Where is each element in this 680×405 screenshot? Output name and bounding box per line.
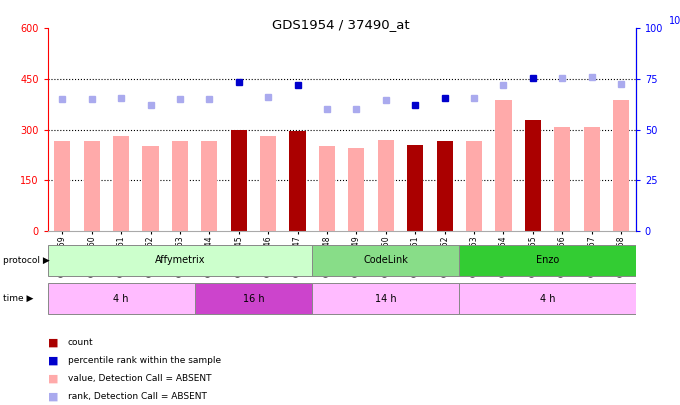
Bar [194, 283, 312, 314]
Bar [113, 136, 129, 231]
Text: 4 h: 4 h [540, 294, 556, 304]
Bar [377, 141, 394, 231]
Bar [172, 141, 188, 231]
Text: GDS1954 / 37490_at: GDS1954 / 37490_at [272, 18, 409, 31]
Text: value, Detection Call = ABSENT: value, Detection Call = ABSENT [68, 374, 211, 383]
Bar [407, 145, 424, 231]
Bar [231, 130, 247, 231]
Text: 14 h: 14 h [375, 294, 396, 304]
Bar [312, 245, 460, 276]
Text: time ▶: time ▶ [3, 294, 34, 303]
Bar [48, 283, 194, 314]
Bar [495, 100, 511, 231]
Bar [613, 100, 629, 231]
Text: ■: ■ [48, 392, 58, 402]
Bar [460, 283, 636, 314]
Text: rank, Detection Call = ABSENT: rank, Detection Call = ABSENT [68, 392, 207, 401]
Bar [348, 148, 364, 231]
Text: Affymetrix: Affymetrix [154, 255, 205, 265]
Bar [554, 127, 571, 231]
Text: count: count [68, 338, 94, 347]
Bar [466, 141, 482, 231]
Bar [460, 245, 636, 276]
Text: CodeLink: CodeLink [363, 255, 408, 265]
Bar [201, 141, 218, 231]
Bar [48, 245, 312, 276]
Bar [54, 141, 71, 231]
Text: ■: ■ [48, 356, 58, 365]
Bar [319, 147, 335, 231]
Bar [84, 141, 100, 231]
Bar [290, 130, 306, 231]
Bar [437, 141, 453, 231]
Text: protocol ▶: protocol ▶ [3, 256, 50, 264]
Text: ■: ■ [48, 374, 58, 384]
Y-axis label: 100%: 100% [669, 16, 680, 26]
Text: ■: ■ [48, 337, 58, 347]
Bar [525, 121, 541, 231]
Bar [312, 283, 460, 314]
Bar [260, 136, 276, 231]
Text: Enzo: Enzo [536, 255, 559, 265]
Text: 16 h: 16 h [243, 294, 265, 304]
Text: percentile rank within the sample: percentile rank within the sample [68, 356, 221, 365]
Text: 4 h: 4 h [114, 294, 129, 304]
Bar [142, 147, 158, 231]
Bar [583, 127, 600, 231]
